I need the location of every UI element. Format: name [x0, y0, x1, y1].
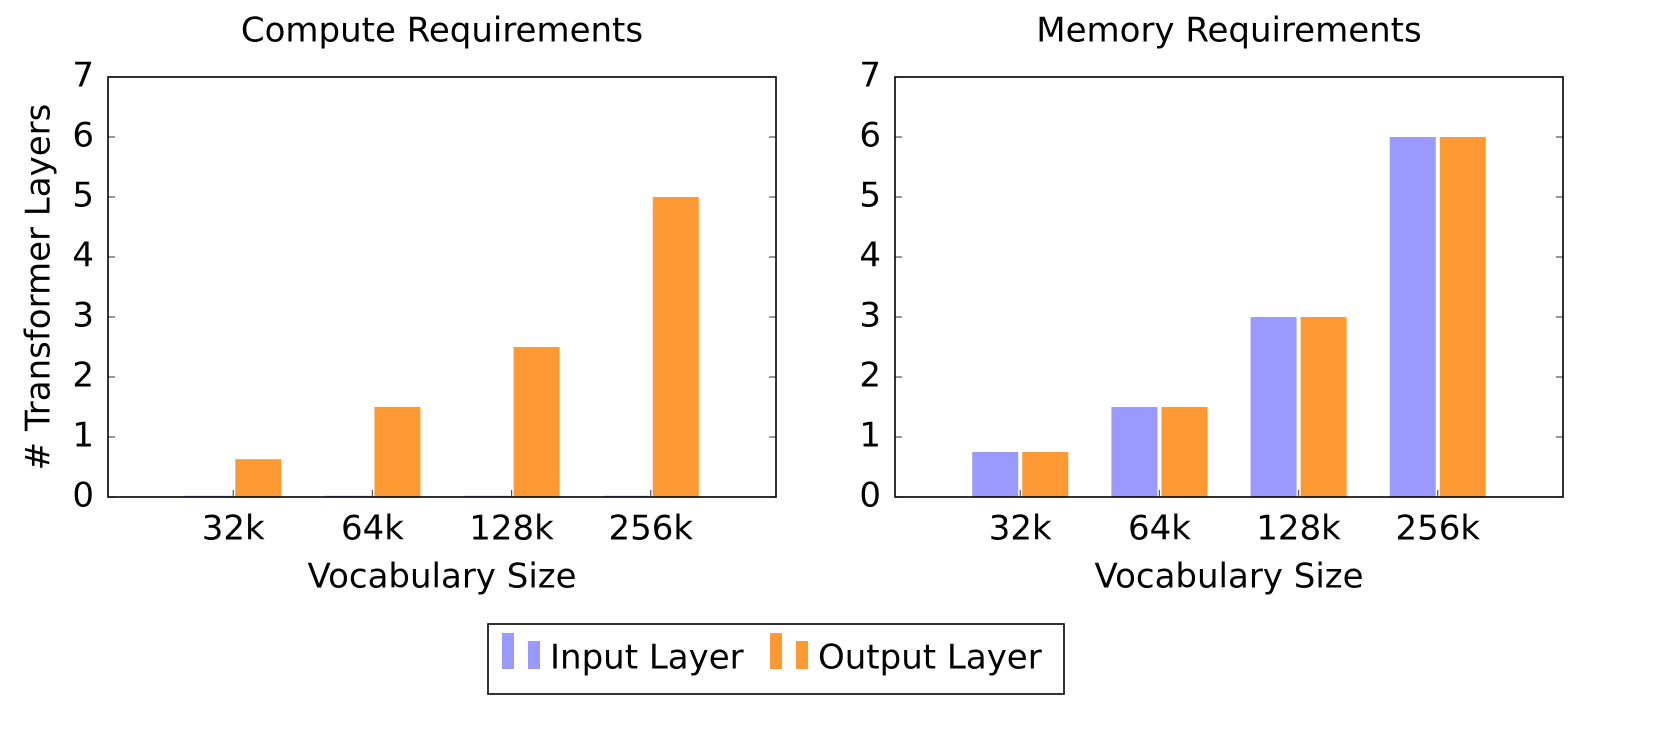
- x-tick-label: 32k: [989, 509, 1052, 549]
- x-tick-label: 256k: [608, 509, 693, 549]
- bar: [1022, 452, 1069, 497]
- bar: [1250, 317, 1297, 497]
- bar: [1439, 137, 1486, 497]
- y-tick-label: 1: [859, 416, 881, 456]
- y-tick-label: 3: [859, 296, 881, 336]
- x-tick-label: 64k: [1128, 509, 1191, 549]
- y-tick-label: 5: [72, 176, 94, 216]
- y-tick-label: 4: [859, 236, 881, 276]
- y-tick-label: 6: [859, 116, 881, 156]
- x-axis-label: Vocabulary Size: [307, 557, 576, 597]
- x-tick-label: 256k: [1395, 509, 1480, 549]
- chart-title: Compute Requirements: [241, 11, 643, 51]
- legend-swatch: [770, 633, 782, 669]
- y-tick-label: 0: [72, 476, 94, 516]
- plot-frame: [894, 76, 1564, 498]
- legend-label: Input Layer: [550, 638, 744, 678]
- y-tick-label: 6: [72, 116, 94, 156]
- bar: [513, 347, 560, 497]
- legend-swatch: [528, 641, 540, 669]
- bar: [1161, 407, 1208, 497]
- y-tick-label: 3: [72, 296, 94, 336]
- y-tick-label: 7: [72, 56, 94, 96]
- y-tick-label: 5: [859, 176, 881, 216]
- legend-swatch: [796, 641, 808, 669]
- chart-title: Memory Requirements: [1036, 11, 1421, 51]
- y-tick-label: 4: [72, 236, 94, 276]
- y-tick-label: 1: [72, 416, 94, 456]
- y-axis-label: # Transformer Layers: [19, 104, 59, 471]
- bar: [235, 459, 282, 497]
- x-tick-label: 128k: [1256, 509, 1341, 549]
- y-tick-label: 0: [859, 476, 881, 516]
- bar: [1389, 137, 1436, 497]
- x-tick-label: 32k: [202, 509, 265, 549]
- bar: [1300, 317, 1347, 497]
- bar: [374, 407, 421, 497]
- y-tick-label: 7: [859, 56, 881, 96]
- plot-frame: [107, 76, 777, 498]
- x-tick-label: 64k: [341, 509, 404, 549]
- bar: [972, 452, 1019, 497]
- legend-swatch: [502, 633, 514, 669]
- bar: [652, 197, 699, 497]
- y-tick-label: 2: [859, 356, 881, 396]
- legend-label: Output Layer: [818, 638, 1042, 678]
- bar: [1111, 407, 1158, 497]
- y-tick-label: 2: [72, 356, 94, 396]
- x-tick-label: 128k: [469, 509, 554, 549]
- x-axis-label: Vocabulary Size: [1094, 557, 1363, 597]
